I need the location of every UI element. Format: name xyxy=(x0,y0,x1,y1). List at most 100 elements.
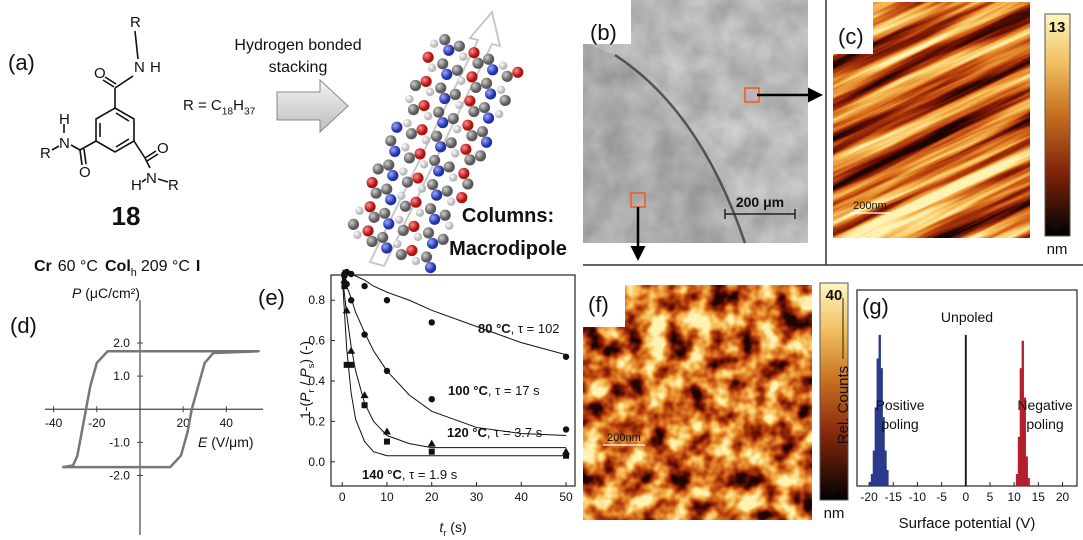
phase-sequence-part: I xyxy=(196,258,200,275)
atom xyxy=(427,238,438,249)
data-point xyxy=(341,283,347,289)
atom xyxy=(369,212,380,223)
panel-label: (d) xyxy=(10,313,37,338)
data-point xyxy=(348,271,354,277)
atom xyxy=(437,117,448,128)
atom xyxy=(499,62,507,70)
atom xyxy=(383,218,394,229)
phase-sequence-part: 60 °C xyxy=(58,258,98,275)
atom xyxy=(418,184,426,192)
substituent-definition-part: H xyxy=(233,97,244,114)
annotation: Unpoled xyxy=(941,309,993,325)
atom xyxy=(367,177,378,188)
atom xyxy=(395,216,403,224)
x-tick-label: 0 xyxy=(339,490,346,504)
atom xyxy=(412,172,423,183)
atom xyxy=(445,222,453,230)
compound-number: 18 xyxy=(112,201,141,231)
atom xyxy=(450,89,461,100)
atom xyxy=(442,186,453,197)
data-point xyxy=(361,283,367,289)
atom xyxy=(466,71,477,82)
x-tick-label: 0 xyxy=(962,490,969,504)
colorbar-unit: nm xyxy=(824,505,845,522)
atom xyxy=(487,64,498,75)
columns-caption: Columns: xyxy=(462,205,554,227)
atom xyxy=(383,159,394,170)
x-axis-label-part: (V/μm) xyxy=(207,434,253,450)
atom xyxy=(441,69,452,80)
atom-label: H xyxy=(131,177,142,194)
annotation: poling xyxy=(881,416,918,432)
substituent-definition: R = C18H37 xyxy=(183,97,256,118)
atom xyxy=(355,207,363,215)
benzene-ring xyxy=(96,108,134,152)
atom xyxy=(406,128,417,139)
annotation-tau: , τ = 17 s xyxy=(488,383,540,398)
atom xyxy=(483,113,494,124)
atom xyxy=(433,165,444,176)
histogram-bar xyxy=(1026,457,1028,486)
x-tick-label: -15 xyxy=(885,490,903,504)
atom xyxy=(431,131,442,142)
x-tick-label: -40 xyxy=(45,416,63,430)
data-point xyxy=(429,319,435,325)
annotation-temperature: 80 °C xyxy=(478,321,511,336)
annotation-temperature: 100 °C xyxy=(448,383,489,398)
atom xyxy=(389,146,400,157)
panel-label: (f) xyxy=(588,292,609,317)
atom xyxy=(439,34,450,45)
annotation: Negative xyxy=(1017,397,1072,413)
atom xyxy=(371,188,382,199)
phase-sequence-part: Cr xyxy=(34,258,52,275)
atom xyxy=(423,52,434,63)
phase-sequence-part: Col xyxy=(105,258,131,275)
panel-label: (e) xyxy=(258,285,285,310)
x-tick-label: 5 xyxy=(987,490,994,504)
atom xyxy=(495,110,503,118)
annotation: 80 °C, τ = 102 xyxy=(478,321,560,336)
atom xyxy=(468,106,479,117)
atom xyxy=(431,190,442,201)
atom xyxy=(435,82,446,93)
annotation-temperature: 120 °C xyxy=(447,425,488,440)
atom xyxy=(408,104,419,115)
atom xyxy=(405,95,413,103)
atom xyxy=(468,47,479,58)
bond xyxy=(134,141,145,158)
atom xyxy=(391,122,402,133)
atom xyxy=(429,155,440,166)
colorbar-min: 0 xyxy=(830,479,838,496)
x-tick-label: 20 xyxy=(425,490,439,504)
annotation-temperature: 140 °C xyxy=(362,467,403,482)
histogram-bar xyxy=(1016,474,1018,486)
y-axis-label-part: ) (-) xyxy=(297,341,313,364)
atom xyxy=(410,197,421,208)
atom xyxy=(477,126,488,137)
data-point xyxy=(361,331,367,337)
histogram-bar xyxy=(965,335,966,486)
atom xyxy=(416,209,424,217)
atom xyxy=(483,54,494,65)
data-point xyxy=(348,297,354,303)
atom xyxy=(348,219,359,230)
atom xyxy=(377,232,388,243)
bond xyxy=(84,149,86,164)
atom xyxy=(458,168,469,179)
y-axis-label: Rel. Counts xyxy=(835,366,852,444)
panel-label: (g) xyxy=(862,294,889,319)
x-tick-label: 15 xyxy=(1032,490,1046,504)
x-axis-label: tr (s) xyxy=(439,519,466,539)
y-tick-label: -1.0 xyxy=(109,435,130,449)
annotation: 140 °C, τ = 1.9 s xyxy=(362,467,458,482)
atom xyxy=(373,163,384,174)
fit-curve xyxy=(342,272,566,436)
atom xyxy=(440,210,451,221)
atom-label: R xyxy=(130,14,141,31)
y-axis-label-part: (μC/cm²) xyxy=(81,285,140,301)
atom-label: H xyxy=(59,111,70,128)
x-tick-label: 10 xyxy=(380,490,394,504)
atom-label: N xyxy=(134,59,145,76)
histogram-bar xyxy=(1022,341,1024,486)
y-axis-label: P (μC/cm²) xyxy=(72,285,140,301)
